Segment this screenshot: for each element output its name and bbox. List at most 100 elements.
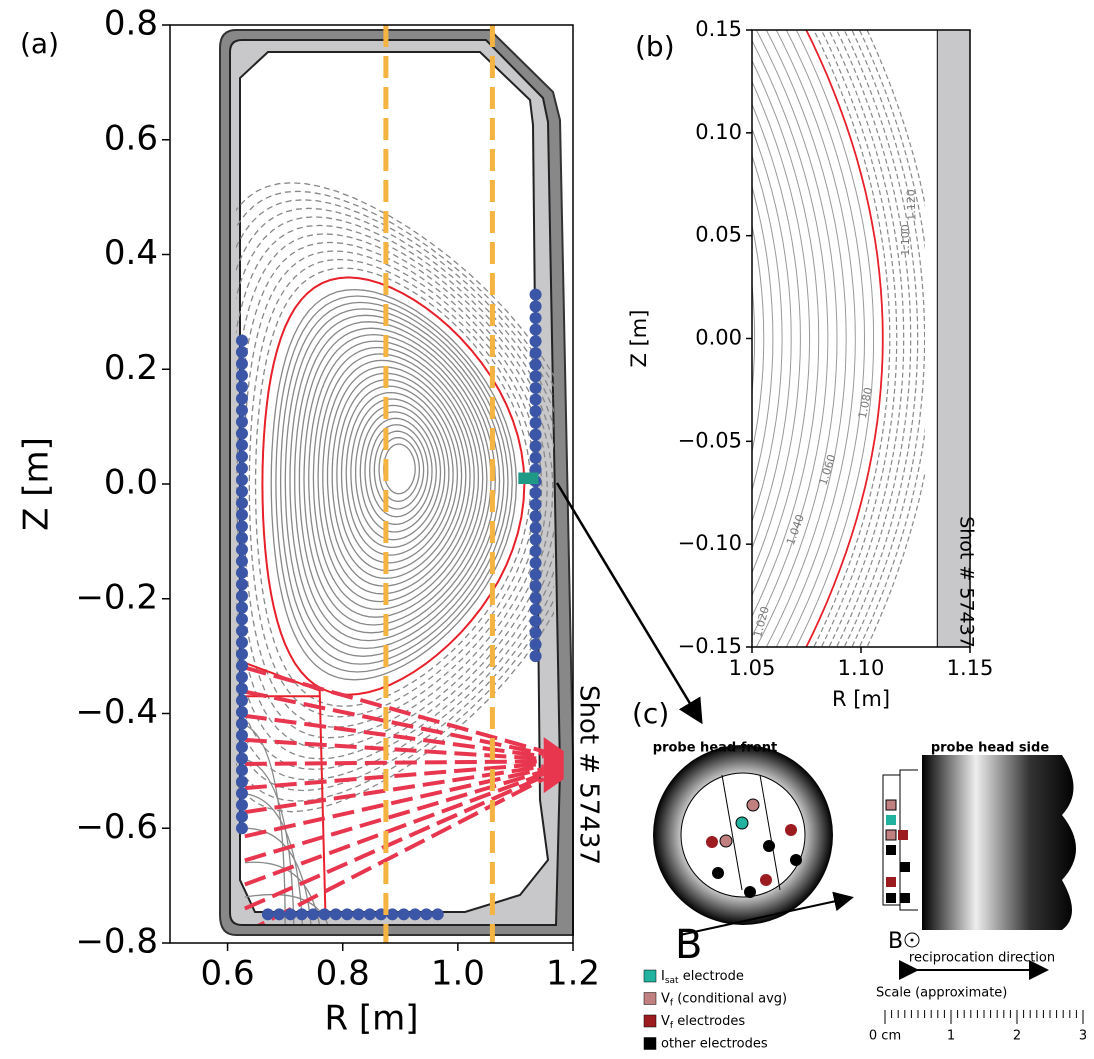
legend-main: V xyxy=(661,1014,670,1029)
legend-swatch xyxy=(643,992,657,1005)
y-tick-label: −0.05 xyxy=(678,428,742,452)
probe xyxy=(235,520,248,533)
flux-contour xyxy=(752,154,783,523)
side-title: probe head side xyxy=(931,741,1049,756)
y-axis-label: Z [m] xyxy=(17,437,57,531)
probe xyxy=(235,787,248,800)
electrode-vf xyxy=(706,836,718,848)
probe xyxy=(420,908,433,921)
electrode-vf xyxy=(760,874,772,886)
probe xyxy=(529,615,542,628)
x-tick-label: 1.2 xyxy=(546,954,600,994)
side-electrode xyxy=(898,830,908,840)
probe xyxy=(235,555,248,568)
flux-contour xyxy=(752,184,774,493)
flux-contour xyxy=(755,30,838,647)
probe xyxy=(529,346,542,359)
sightline xyxy=(244,761,544,791)
legend-sub: f xyxy=(670,998,674,1008)
flux-contour xyxy=(752,222,765,455)
y-tick-label: −0.4 xyxy=(75,692,158,732)
electrode-other xyxy=(790,854,802,866)
zoom-arrow xyxy=(555,482,703,725)
flux-contour xyxy=(795,30,875,647)
probe xyxy=(235,357,248,370)
field-label: B xyxy=(675,922,702,968)
flux-contour xyxy=(752,80,811,597)
probe xyxy=(529,370,542,383)
y-tick-label: 0.8 xyxy=(104,4,158,44)
flux-contour-open xyxy=(236,199,554,792)
x-tick-label: 1.15 xyxy=(947,656,994,680)
flux-contour-open xyxy=(236,233,554,749)
probe xyxy=(341,908,354,921)
y-tick-label: 0.6 xyxy=(104,118,158,158)
probe xyxy=(235,764,248,777)
annotation: Shot # 57437 xyxy=(574,685,604,865)
probe xyxy=(529,498,542,511)
flux-contour xyxy=(340,385,454,564)
out-of-page-symbol xyxy=(904,932,920,948)
flux-contour xyxy=(373,430,425,510)
flux-contour-open xyxy=(236,216,554,771)
probe xyxy=(235,810,248,823)
y-tick-label: −0.8 xyxy=(75,922,158,962)
probe xyxy=(235,462,248,475)
probe xyxy=(235,601,248,614)
flux-contour xyxy=(752,280,756,397)
probe xyxy=(235,543,248,556)
probe xyxy=(529,381,542,394)
flux-contour xyxy=(354,404,442,541)
contour-label: 1.120 xyxy=(904,189,918,221)
y-tick-label: −0.10 xyxy=(678,531,742,555)
electrode-isat xyxy=(735,816,749,830)
probe xyxy=(529,323,542,336)
probe xyxy=(284,908,297,921)
legend-swatch xyxy=(643,1037,657,1050)
probe xyxy=(261,908,274,921)
y-tick-label: 0.4 xyxy=(104,233,158,273)
probe xyxy=(529,603,542,616)
probe xyxy=(235,485,248,498)
y-tick-label: 0.00 xyxy=(695,326,742,350)
separatrix xyxy=(805,30,884,647)
flux-contour xyxy=(331,372,463,579)
sightline xyxy=(244,665,545,754)
probe xyxy=(529,521,542,534)
y-tick-label: −0.2 xyxy=(75,577,158,617)
probe xyxy=(235,671,248,684)
legend-rest: (conditional avg) xyxy=(673,991,787,1006)
front-groove xyxy=(759,774,781,891)
y-tick-label: 0.0 xyxy=(104,463,158,503)
probe xyxy=(529,358,542,371)
flux-contour-open xyxy=(843,30,919,647)
probe xyxy=(235,752,248,765)
probe xyxy=(235,427,248,440)
legend-label: Vf electrodes xyxy=(661,1014,745,1031)
probe-side-body xyxy=(922,755,1076,930)
contour-label: 1.080 xyxy=(856,386,875,420)
probe xyxy=(235,613,248,626)
probe xyxy=(235,659,248,672)
probe xyxy=(529,510,542,523)
flux-contour xyxy=(298,327,492,634)
x-axis-label: R [m] xyxy=(324,999,418,1039)
probe xyxy=(235,740,248,753)
flux-contour xyxy=(369,424,429,518)
x-tick-label: 0.8 xyxy=(316,954,370,994)
legend-label: Vf (conditional avg) xyxy=(661,991,787,1008)
side-electrode xyxy=(885,799,897,811)
out-of-page-symbol xyxy=(910,938,914,942)
probe xyxy=(529,428,542,441)
flux-contour xyxy=(270,288,518,681)
legend-main: other electrodes xyxy=(661,1036,768,1051)
probe xyxy=(235,648,248,661)
probe xyxy=(329,908,342,921)
probe xyxy=(363,908,376,921)
probe xyxy=(235,566,248,579)
flux-contour xyxy=(785,30,866,647)
probe xyxy=(235,439,248,452)
separatrix xyxy=(261,276,526,696)
x-tick-label: 1.0 xyxy=(431,954,485,994)
